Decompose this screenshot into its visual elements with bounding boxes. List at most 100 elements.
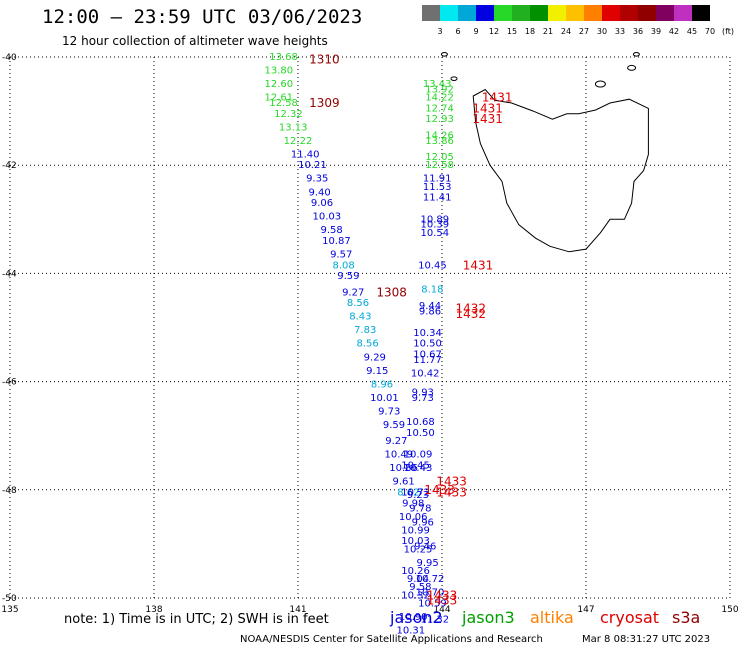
wave-height-value: 9.78 [409,504,431,515]
wave-height-value: 11.32 [420,615,449,626]
color-swatch [476,5,494,21]
wave-height-value: 9.27 [385,436,407,447]
wave-height-value: 10.49 [384,450,413,461]
satellite-legend-jason3: jason3 [462,608,515,627]
wave-height-value: 13.13 [279,122,308,133]
color-swatch [530,5,548,21]
wave-height-value: 10.03 [401,536,430,547]
color-scale-label: 42 [668,27,680,36]
wave-height-value: 10.39 [420,220,449,231]
pass-time-label: 1433 [427,594,458,608]
color-scale-label: 30 [596,27,608,36]
wave-height-value: 11.91 [423,174,452,185]
wave-height-value: 10.86 [389,463,418,474]
wave-height-value: 10.70 [416,588,445,599]
longitude-label: 147 [577,605,594,615]
wave-height-value: 10.50 [406,428,435,439]
pass-time-label: 1310 [309,53,340,67]
island-outline [594,80,606,88]
wave-height-value: 10.68 [406,417,435,428]
wave-height-value: 9.04 [407,574,429,585]
wave-height-value: 10.43 [404,463,433,474]
longitude-label: 138 [145,605,162,615]
color-scale-label: 70 [704,27,716,36]
wave-height-value: 9.35 [306,174,328,185]
color-swatch [548,5,566,21]
wave-height-value: 9.98 [402,498,424,509]
pass-time-label: 1431 [472,112,503,126]
wave-height-value: 9.27 [342,287,364,298]
wave-height-value: 9.06 [311,198,333,209]
color-scale-label: 36 [632,27,644,36]
wave-height-value: 9.59 [337,271,359,282]
wave-height-value: 12.22 [284,136,313,147]
wave-height-value: 12.58 [425,160,454,171]
pass-time-label: 1433 [424,483,455,497]
wave-height-value: 10.54 [420,228,449,239]
island-outline [450,76,458,81]
pass-time-label: 1308 [376,285,407,299]
wave-height-value: 10.06 [399,512,428,523]
wave-height-value: 10.31 [396,625,425,636]
pass-time-label: 1433 [436,475,467,489]
wave-height-value: 10.45 [401,460,430,471]
longitude-label: 144 [433,605,450,615]
wave-height-value: 10.26 [401,566,430,577]
wave-height-value: 12.60 [264,79,293,90]
wave-height-value: 9.23 [407,490,429,501]
color-swatch [692,5,710,21]
wave-height-value: 9.59 [383,420,405,431]
color-swatch [620,5,638,21]
wave-height-value: 10.67 [413,350,442,361]
wave-height-value: 9.15 [366,366,388,377]
wave-height-value: 10.50 [413,339,442,350]
pass-time-label: 1433 [427,588,458,602]
color-swatch [638,5,656,21]
color-swatch [494,5,512,21]
longitude-label: 141 [289,605,306,615]
wave-height-value: 13.80 [264,66,293,77]
pass-time-label: 1432 [456,307,487,321]
wave-height-value: 8.56 [347,298,369,309]
satellite-legend-cryosat: cryosat [600,608,660,627]
color-scale-label: 24 [560,27,572,36]
color-scale-label: 27 [578,27,590,36]
wave-height-value: 10.99 [401,525,430,536]
color-scale-label: 39 [650,27,662,36]
pass-time-label: 1309 [309,96,340,110]
wave-height-value: 10.89 [420,214,449,225]
color-scale-label: 6 [455,27,461,36]
wave-height-value: 13.68 [269,52,298,63]
wave-height-value: 8.18 [421,285,443,296]
wave-height-value: 9.58 [320,225,342,236]
latitude-label: -42 [2,161,17,171]
note-text: note: 1) Time is in UTC; 2) SWH is in fe… [64,612,329,627]
wave-height-value: 10.72 [401,488,430,499]
wave-height-value: 9.95 [416,558,438,569]
wave-height-value: 10.34 [413,328,442,339]
color-swatch [512,5,530,21]
wave-height-value: 13.92 [425,84,454,95]
latitude-label: -40 [2,53,17,63]
wave-height-value: 14.26 [425,130,454,141]
wave-height-value: 10.03 [312,212,341,223]
latitude-label: -48 [2,486,17,496]
color-swatch [584,5,602,21]
wave-height-value: 11.53 [423,182,452,193]
color-swatch [602,5,620,21]
color-scale-label: 33 [614,27,626,36]
island-outline [627,64,637,71]
wave-height-value: 9.58 [409,582,431,593]
page-subtitle: 12 hour collection of altimeter wave hei… [62,34,328,48]
wave-height-value: 9.93 [412,387,434,398]
latitude-label: -44 [2,269,17,279]
wave-height-value: 12.61 [264,93,293,104]
footer-credit: NOAA/NESDIS Center for Satellite Applica… [240,634,543,645]
wave-height-value: 10.25 [404,544,433,555]
wave-height-value: 10.59 [418,598,447,609]
wave-height-value: 9.46 [414,542,436,553]
wave-height-value: 10.21 [298,160,327,171]
pass-time-label: 1431 [472,101,503,115]
wave-height-value: 11.41 [423,193,452,204]
